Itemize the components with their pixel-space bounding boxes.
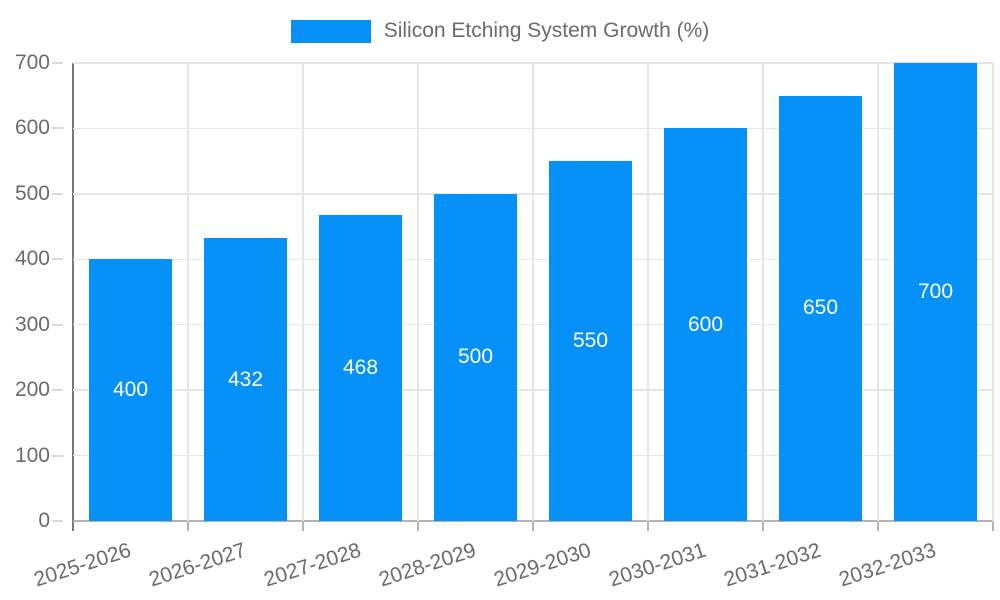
bar-value-label: 550 xyxy=(572,329,609,353)
x-tick xyxy=(992,521,994,531)
bar-value-label: 400 xyxy=(112,378,149,402)
v-gridline xyxy=(187,63,189,521)
bar[interactable]: 432 xyxy=(204,238,287,521)
y-tick-label: 300 xyxy=(14,312,50,336)
bar-value-label: 500 xyxy=(457,345,494,369)
x-tick xyxy=(877,521,879,531)
x-category-label-text: 2030-2031 xyxy=(606,538,709,592)
y-tick-label: 700 xyxy=(14,51,50,74)
plot-area: 400 432 468 500 550 600 650 700 xyxy=(73,62,994,521)
bar-value-label: 700 xyxy=(917,280,954,303)
bar-value-label: 468 xyxy=(342,355,379,379)
x-tick xyxy=(532,521,534,531)
bar[interactable]: 550 xyxy=(549,161,632,521)
bar-value-label: 432 xyxy=(227,367,264,391)
y-tick xyxy=(52,192,63,195)
x-tick xyxy=(762,521,764,531)
bar[interactable]: 400 xyxy=(89,259,172,521)
v-gridline xyxy=(877,63,879,521)
y-tick xyxy=(52,62,63,64)
y-tick-label: 600 xyxy=(14,116,50,140)
x-tick xyxy=(187,521,189,531)
legend: Silicon Etching System Growth (%) xyxy=(0,18,1000,44)
x-tick xyxy=(417,521,419,531)
x-tick xyxy=(302,521,304,531)
x-category-label-text: 2028-2029 xyxy=(376,538,479,592)
legend-swatch-icon xyxy=(290,19,371,43)
legend-label: Silicon Etching System Growth (%) xyxy=(383,19,710,42)
bar[interactable]: 600 xyxy=(664,128,747,521)
bar[interactable]: 650 xyxy=(779,95,862,521)
v-gridline xyxy=(762,63,764,521)
v-gridline xyxy=(647,63,649,521)
y-axis-line xyxy=(72,63,74,531)
y-tick-label: 400 xyxy=(14,247,50,271)
bar[interactable]: 700 xyxy=(894,63,977,521)
y-tick-label: 100 xyxy=(14,443,50,467)
bar[interactable]: 500 xyxy=(434,193,517,521)
x-category-label-text: 2032-2033 xyxy=(836,538,939,592)
y-tick xyxy=(52,258,63,261)
bar[interactable]: 468 xyxy=(319,214,402,521)
y-tick xyxy=(52,454,63,457)
y-tick xyxy=(52,389,63,392)
v-gridline xyxy=(532,63,534,521)
x-category-label-text: 2029-2030 xyxy=(491,538,594,592)
y-tick xyxy=(52,520,63,522)
y-tick xyxy=(52,323,63,326)
y-tick-label: 200 xyxy=(14,378,50,402)
y-tick xyxy=(52,127,63,130)
x-tick xyxy=(647,521,649,531)
x-category-label-text: 2025-2026 xyxy=(31,538,134,592)
bar-value-label: 650 xyxy=(802,296,839,320)
x-category-label-text: 2031-2032 xyxy=(721,538,824,592)
v-gridline xyxy=(992,63,994,521)
y-tick-label: 0 xyxy=(38,509,50,532)
bar-value-label: 600 xyxy=(687,312,724,336)
x-category-label-text: 2026-2027 xyxy=(146,538,249,592)
x-category-label-text: 2027-2028 xyxy=(261,538,364,592)
v-gridline xyxy=(417,63,419,521)
v-gridline xyxy=(302,63,304,521)
y-tick-label: 500 xyxy=(14,181,50,205)
